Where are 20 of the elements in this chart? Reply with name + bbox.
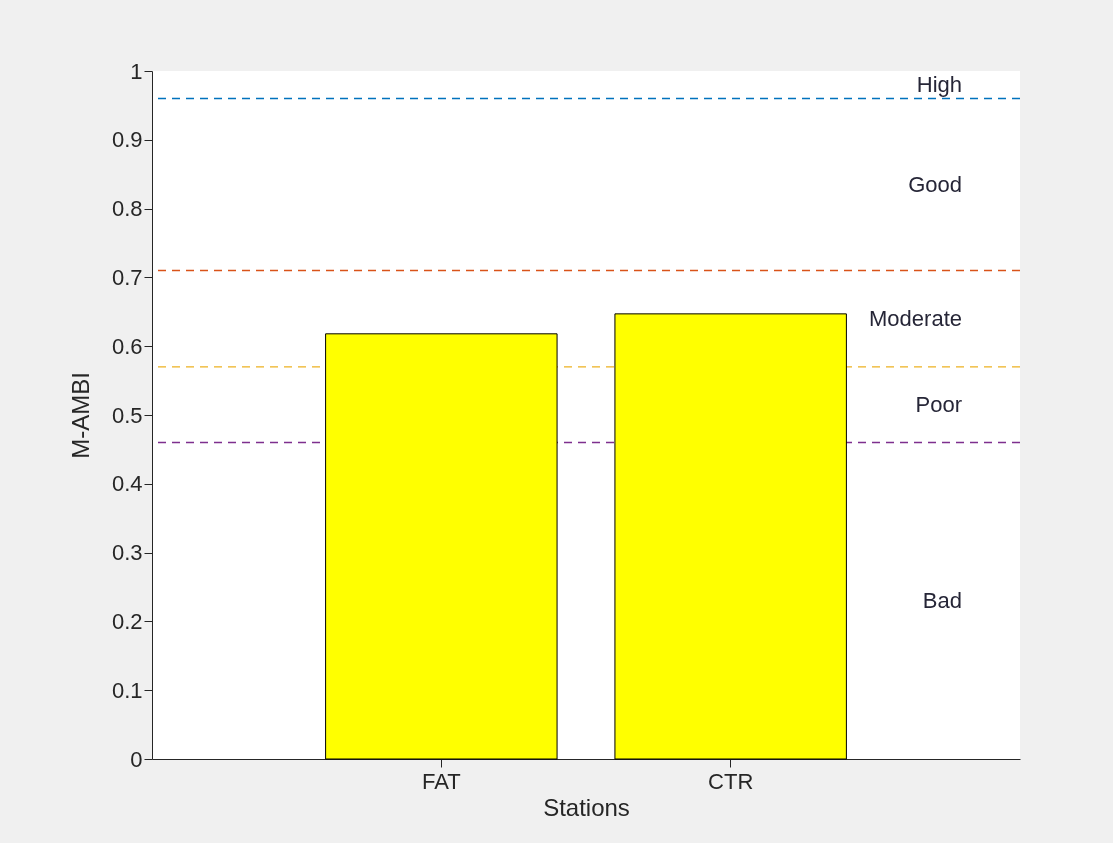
y-tick-label: 0.8 [111, 196, 143, 222]
x-tick-label: CTR [708, 768, 754, 794]
x-axis-title: Stations [543, 793, 630, 821]
y-tick-label: 0.4 [111, 471, 143, 497]
y-axis-title: M-AMBI [66, 372, 94, 459]
annotation: Moderate [869, 305, 962, 331]
y-tick-label: 0.9 [111, 127, 143, 153]
y-tick-label: 1 [130, 58, 143, 84]
y-tick-label: 0.7 [111, 264, 143, 290]
y-tick-label: 0.3 [111, 540, 143, 566]
y-tick-label: 0.1 [111, 677, 143, 703]
y-tick-label: 0.6 [111, 333, 143, 359]
annotation: Poor [915, 391, 962, 417]
annotation: High [916, 71, 962, 97]
x-tick-label: FAT [421, 768, 461, 794]
annotation: Good [908, 171, 962, 197]
annotation: Bad [922, 587, 962, 613]
y-tick-label: 0 [130, 746, 143, 772]
y-tick-label: 0.2 [111, 608, 143, 634]
y-tick-label: 0.5 [111, 402, 143, 428]
